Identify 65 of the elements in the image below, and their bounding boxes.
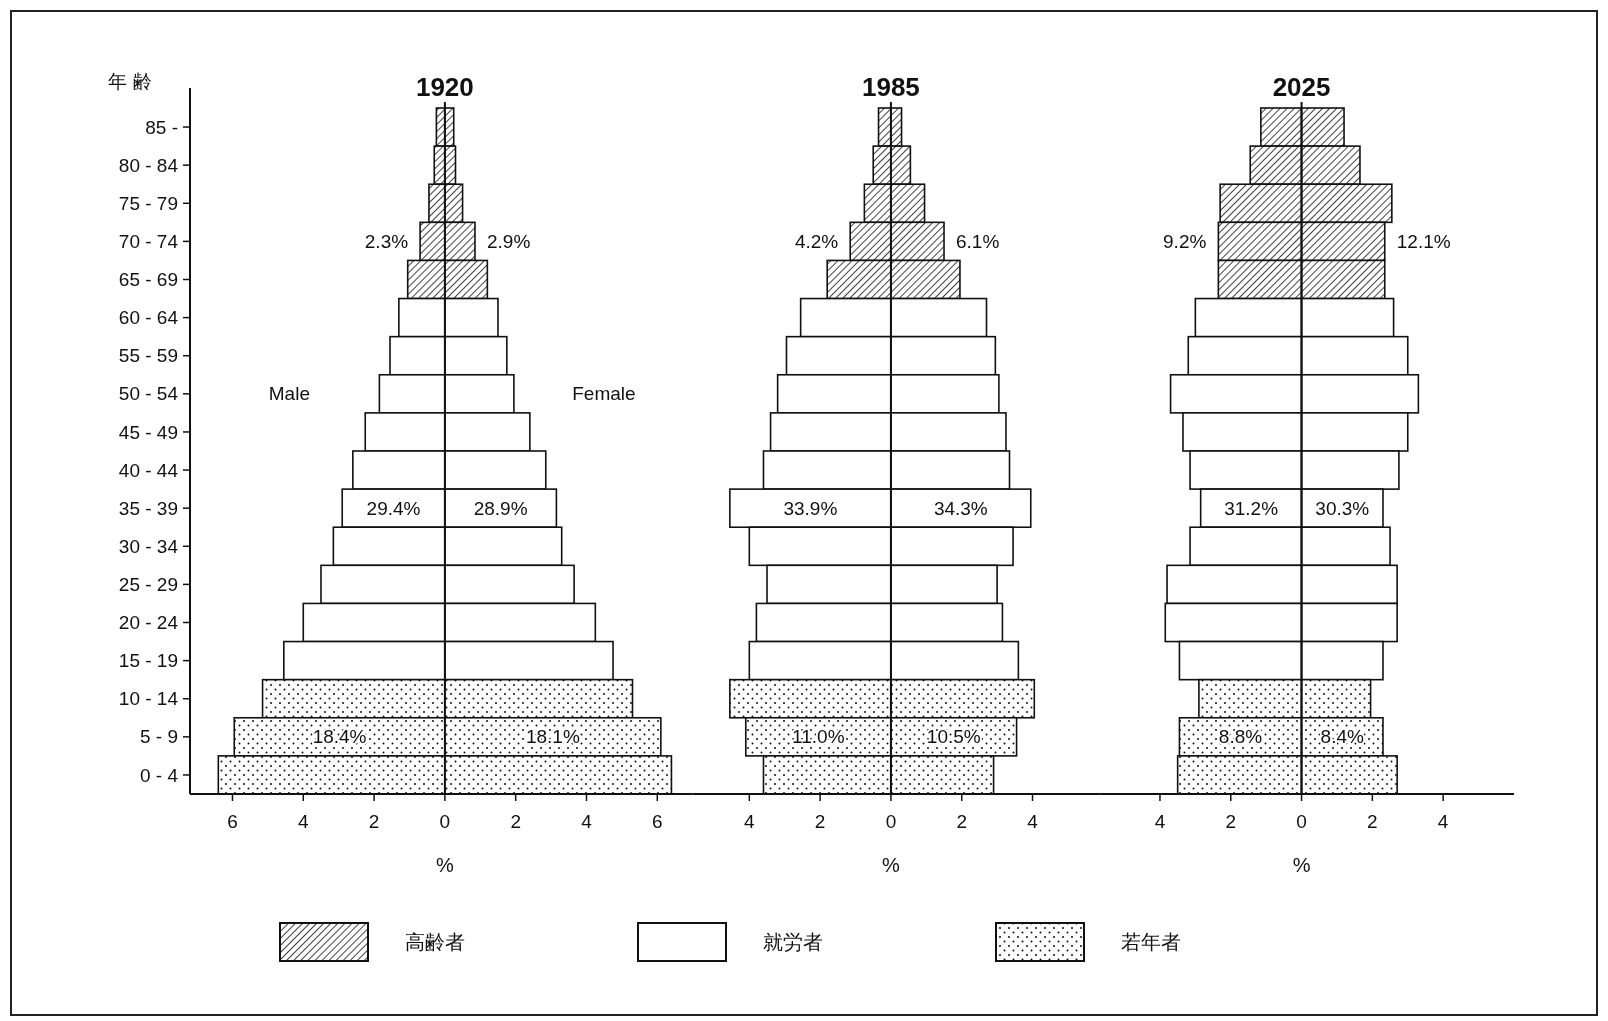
y-tick-label: 20 - 24 xyxy=(118,612,179,634)
y-tick-label: 85 - xyxy=(145,116,178,138)
y-tick-label: 75 - 79 xyxy=(118,192,178,214)
y-tick-label: 45 - 49 xyxy=(118,421,178,443)
chart-title: 1985 xyxy=(862,72,920,102)
y-tick-label: 55 - 59 xyxy=(118,345,178,367)
y-tick-label: 80 - 84 xyxy=(118,154,179,176)
chart-title: 1920 xyxy=(415,72,474,102)
annotation: 30.3% xyxy=(1315,497,1370,519)
annotation: 10.5% xyxy=(926,726,981,748)
x-tick-label: 2 xyxy=(368,811,380,832)
legend-label: 若年者 xyxy=(1121,931,1181,953)
annotation: 31.2% xyxy=(1224,497,1279,519)
annotation: 18.4% xyxy=(312,726,367,748)
annotation: 4.2% xyxy=(794,231,839,253)
annotation: 12.1% xyxy=(1396,231,1451,253)
annotation: 2.3% xyxy=(364,231,409,253)
annotation: 18.1% xyxy=(525,726,580,748)
x-tick-label: 2 xyxy=(814,811,826,832)
y-tick-label: 60 - 64 xyxy=(118,307,179,329)
annotation: 2.9% xyxy=(486,231,531,253)
x-tick-label: 2 xyxy=(956,811,968,832)
annotation: 33.9% xyxy=(783,497,838,519)
x-tick-label: 6 xyxy=(651,811,663,832)
x-axis-title: % xyxy=(435,854,454,876)
y-tick-label: 25 - 29 xyxy=(118,574,178,596)
x-tick-label: 2 xyxy=(1225,811,1237,832)
x-tick-label: 2 xyxy=(510,811,521,832)
annotation: 29.4% xyxy=(366,497,421,519)
annotation: 34.3% xyxy=(933,497,988,519)
chart-title: 2025 xyxy=(1272,72,1331,102)
y-tick-label: 65 - 69 xyxy=(118,269,178,291)
x-tick-label: 0 xyxy=(885,811,897,832)
y-tick-label: 5 - 9 xyxy=(139,726,178,748)
y-axis-title: 年 齢 xyxy=(108,71,152,92)
x-axis-title: % xyxy=(1292,854,1311,876)
x-tick-label: 4 xyxy=(1437,811,1449,832)
x-tick-label: 4 xyxy=(1027,811,1039,832)
y-tick-label: 10 - 14 xyxy=(118,688,179,710)
x-tick-label: 6 xyxy=(227,811,238,832)
annotation: Male xyxy=(268,383,310,405)
x-tick-label: 0 xyxy=(1296,811,1307,832)
y-tick-label: 0 - 4 xyxy=(139,764,179,786)
y-tick-label: 40 - 44 xyxy=(118,459,179,481)
x-tick-label: 2 xyxy=(1367,811,1378,832)
x-tick-label: 0 xyxy=(439,811,451,832)
y-tick-label: 35 - 39 xyxy=(118,497,178,519)
y-tick-label: 70 - 74 xyxy=(118,231,179,253)
y-tick-label: 30 - 34 xyxy=(118,535,179,557)
legend-label: 高齢者 xyxy=(405,931,465,953)
annotation: 9.2% xyxy=(1163,231,1207,253)
x-axis-title: % xyxy=(882,854,901,876)
annotation: 8.8% xyxy=(1218,726,1263,748)
annotation: 11.0% xyxy=(792,726,845,748)
x-tick-label: 4 xyxy=(297,811,309,832)
x-tick-label: 4 xyxy=(744,811,756,832)
x-tick-label: 4 xyxy=(581,811,593,832)
legend-label: 就労者 xyxy=(763,931,823,953)
annotation: 6.1% xyxy=(956,231,1000,253)
annotation: 28.9% xyxy=(473,497,528,519)
y-tick-label: 15 - 19 xyxy=(118,650,178,672)
x-tick-label: 4 xyxy=(1154,811,1166,832)
annotation: 8.4% xyxy=(1320,726,1365,748)
y-tick-label: 50 - 54 xyxy=(118,383,179,405)
annotation: Female xyxy=(572,383,636,405)
